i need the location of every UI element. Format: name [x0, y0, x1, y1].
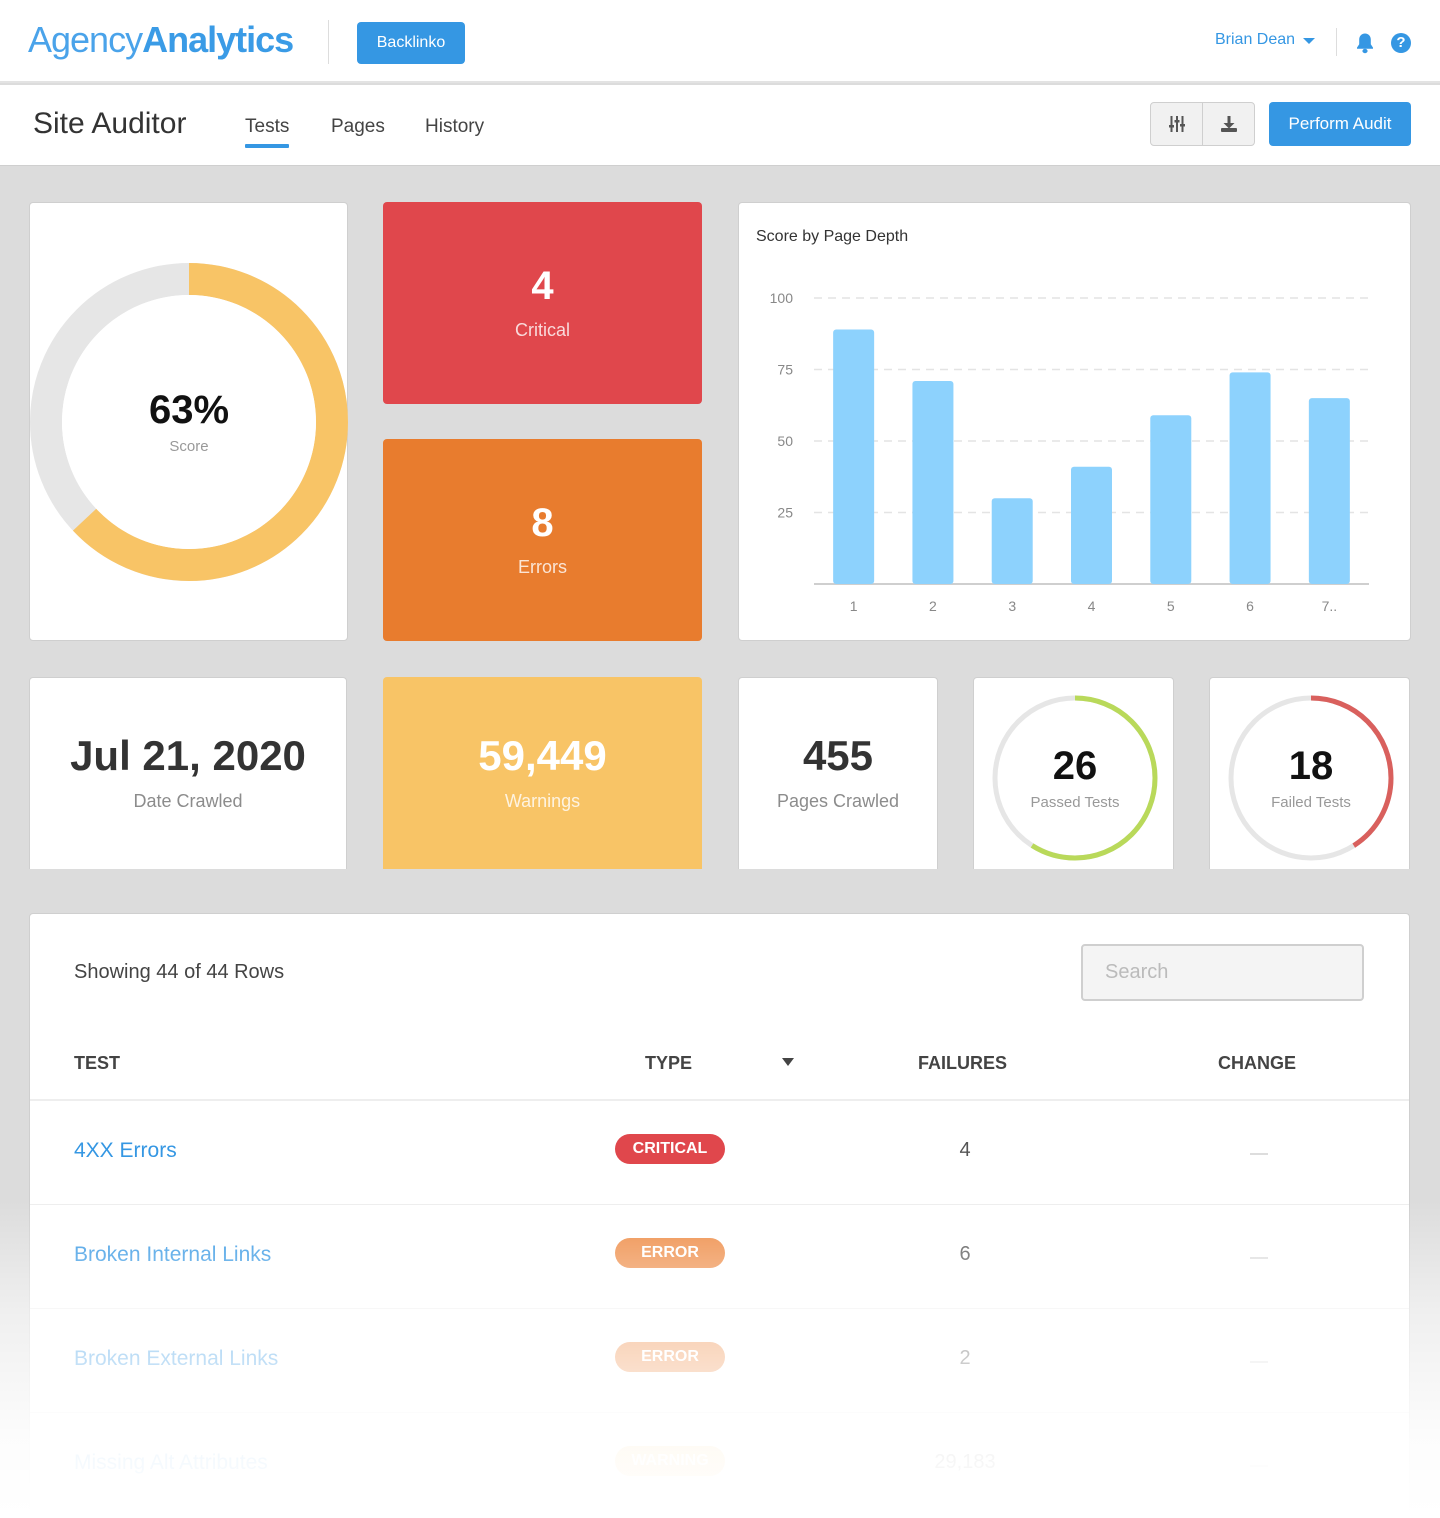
bar-depth-4[interactable]	[1071, 466, 1112, 584]
change-dash	[1250, 1257, 1268, 1259]
bar-depth-2[interactable]	[912, 380, 954, 584]
failures-count: 4	[959, 1139, 971, 1161]
score-ring	[30, 263, 348, 581]
pages-crawled-label: Pages Crawled	[776, 791, 900, 811]
svg-text:5: 5	[1167, 598, 1175, 614]
warnings-label: Warnings	[504, 790, 581, 811]
pages-crawled-value: 455	[802, 732, 874, 779]
change-dash	[1250, 1465, 1268, 1467]
chevron-down-icon	[1303, 38, 1316, 44]
header-divider	[30, 1099, 1409, 1101]
download-button[interactable]	[1202, 103, 1254, 145]
change-dash	[1250, 1153, 1268, 1155]
change-dash	[1250, 1361, 1268, 1363]
critical-label: Critical	[514, 319, 570, 340]
top-navbar: AgencyAnalytics Backlinko Brian Dean ?	[0, 0, 1440, 83]
passed-tests-ring	[992, 695, 1158, 861]
table-row: Missing Alt Attributes WARNING 29,183	[30, 1413, 1409, 1517]
column-header-change[interactable]: CHANGE	[1218, 1053, 1297, 1073]
test-link[interactable]: Missing Alt Attributes	[74, 1451, 268, 1474]
date-crawled-label: Date Crawled	[133, 791, 243, 811]
type-badge-warning: WARNING	[615, 1446, 725, 1476]
page-title: Site Auditor	[33, 107, 187, 140]
failed-tests-label: Failed Tests	[1271, 793, 1351, 811]
test-link[interactable]: 4XX Errors	[74, 1139, 177, 1162]
failed-tests-count: 18	[1288, 743, 1334, 788]
table-row: Broken External Links ERROR 2	[30, 1309, 1409, 1413]
svg-text:2: 2	[929, 598, 937, 614]
bell-icon[interactable]	[1355, 32, 1375, 54]
download-icon	[1220, 116, 1237, 132]
svg-text:25: 25	[777, 505, 793, 521]
rows-count: Showing 44 of 44 Rows	[74, 961, 285, 983]
tab-pages[interactable]: Pages	[331, 116, 385, 137]
bar-depth-6[interactable]	[1229, 372, 1271, 584]
tab-history[interactable]: History	[425, 116, 485, 137]
bar-chart: 25 50 75 100 1 2 3 4 5 6 7..	[770, 290, 1369, 614]
critical-count: 4	[531, 263, 554, 308]
perform-audit-button[interactable]: Perform Audit	[1269, 102, 1411, 146]
warnings-count: 59,449	[478, 731, 607, 779]
date-crawled-card: Jul 21, 2020 Date Crawled	[29, 677, 347, 869]
column-header-failures[interactable]: FAILURES	[918, 1053, 1008, 1073]
pages-crawled-card: 455 Pages Crawled	[738, 677, 938, 869]
score-card: 63% Score	[29, 202, 348, 641]
agency-analytics-logo[interactable]: AgencyAnalytics	[28, 19, 294, 60]
table-row: 4XX Errors CRITICAL 4	[30, 1101, 1409, 1205]
bar-depth-5[interactable]	[1150, 415, 1192, 584]
svg-text:1: 1	[850, 598, 858, 614]
user-name: Brian Dean	[1215, 31, 1296, 48]
svg-text:100: 100	[770, 290, 794, 306]
passed-tests-card[interactable]: 26 Passed Tests	[973, 677, 1174, 869]
type-badge-error: ERROR	[615, 1342, 725, 1372]
failures-count: 2	[959, 1347, 971, 1369]
score-by-depth-chart: Score by Page Depth 25 50 75 100 1 2 3 4 5 6 7..	[738, 202, 1411, 641]
search-input[interactable]	[1081, 944, 1364, 1001]
divider	[328, 20, 329, 64]
tab-tests[interactable]: Tests	[245, 116, 290, 148]
svg-text:50: 50	[777, 433, 793, 449]
test-link[interactable]: Broken External Links	[74, 1347, 279, 1370]
date-crawled-value: Jul 21, 2020	[70, 732, 306, 779]
chart-title: Score by Page Depth	[756, 228, 909, 245]
type-badge-error: ERROR	[615, 1238, 725, 1268]
bar-depth-3[interactable]	[991, 498, 1033, 584]
help-icon[interactable]: ?	[1391, 33, 1411, 53]
bar-depth-7..[interactable]	[1308, 398, 1350, 584]
passed-tests-count: 26	[1052, 743, 1098, 788]
failed-tests-card[interactable]: 18 Failed Tests	[1209, 677, 1410, 869]
errors-count: 8	[531, 500, 554, 545]
client-switcher-button[interactable]: Backlinko	[357, 22, 465, 64]
type-badge-critical: CRITICAL	[615, 1134, 725, 1164]
svg-text:4: 4	[1088, 598, 1096, 614]
svg-text:3: 3	[1008, 598, 1016, 614]
divider	[1336, 28, 1337, 56]
tests-table: Showing 44 of 44 Rows TEST TYPE FAILURES…	[29, 913, 1410, 1518]
toolbar-icon-group	[1150, 102, 1255, 146]
svg-text:7..: 7..	[1322, 598, 1338, 614]
score-label: Score	[169, 437, 209, 455]
failures-count: 29,183	[934, 1451, 996, 1473]
sort-caret-icon[interactable]	[782, 1058, 794, 1066]
test-link[interactable]: Broken Internal Links	[74, 1243, 272, 1266]
column-header-test[interactable]: TEST	[74, 1053, 121, 1073]
table-row: Broken Internal Links ERROR 6	[30, 1205, 1409, 1309]
column-header-type[interactable]: TYPE	[645, 1053, 693, 1073]
svg-text:6: 6	[1246, 598, 1254, 614]
critical-card[interactable]: 4 Critical	[383, 202, 702, 404]
page-header: Site Auditor Tests Pages History Perform…	[0, 85, 1440, 166]
settings-sliders-icon	[1168, 116, 1185, 132]
errors-label: Errors	[518, 556, 567, 577]
svg-text:75: 75	[777, 362, 793, 378]
bar-depth-1[interactable]	[833, 329, 875, 584]
settings-button[interactable]	[1151, 103, 1202, 145]
score-value: 63%	[148, 387, 230, 432]
warnings-card[interactable]: 59,449 Warnings	[383, 677, 702, 869]
errors-card[interactable]: 8 Errors	[383, 439, 702, 641]
passed-tests-label: Passed Tests	[1030, 793, 1120, 811]
user-menu[interactable]: Brian Dean	[1215, 31, 1316, 49]
failures-count: 6	[959, 1243, 971, 1265]
failed-tests-ring	[1228, 695, 1394, 861]
